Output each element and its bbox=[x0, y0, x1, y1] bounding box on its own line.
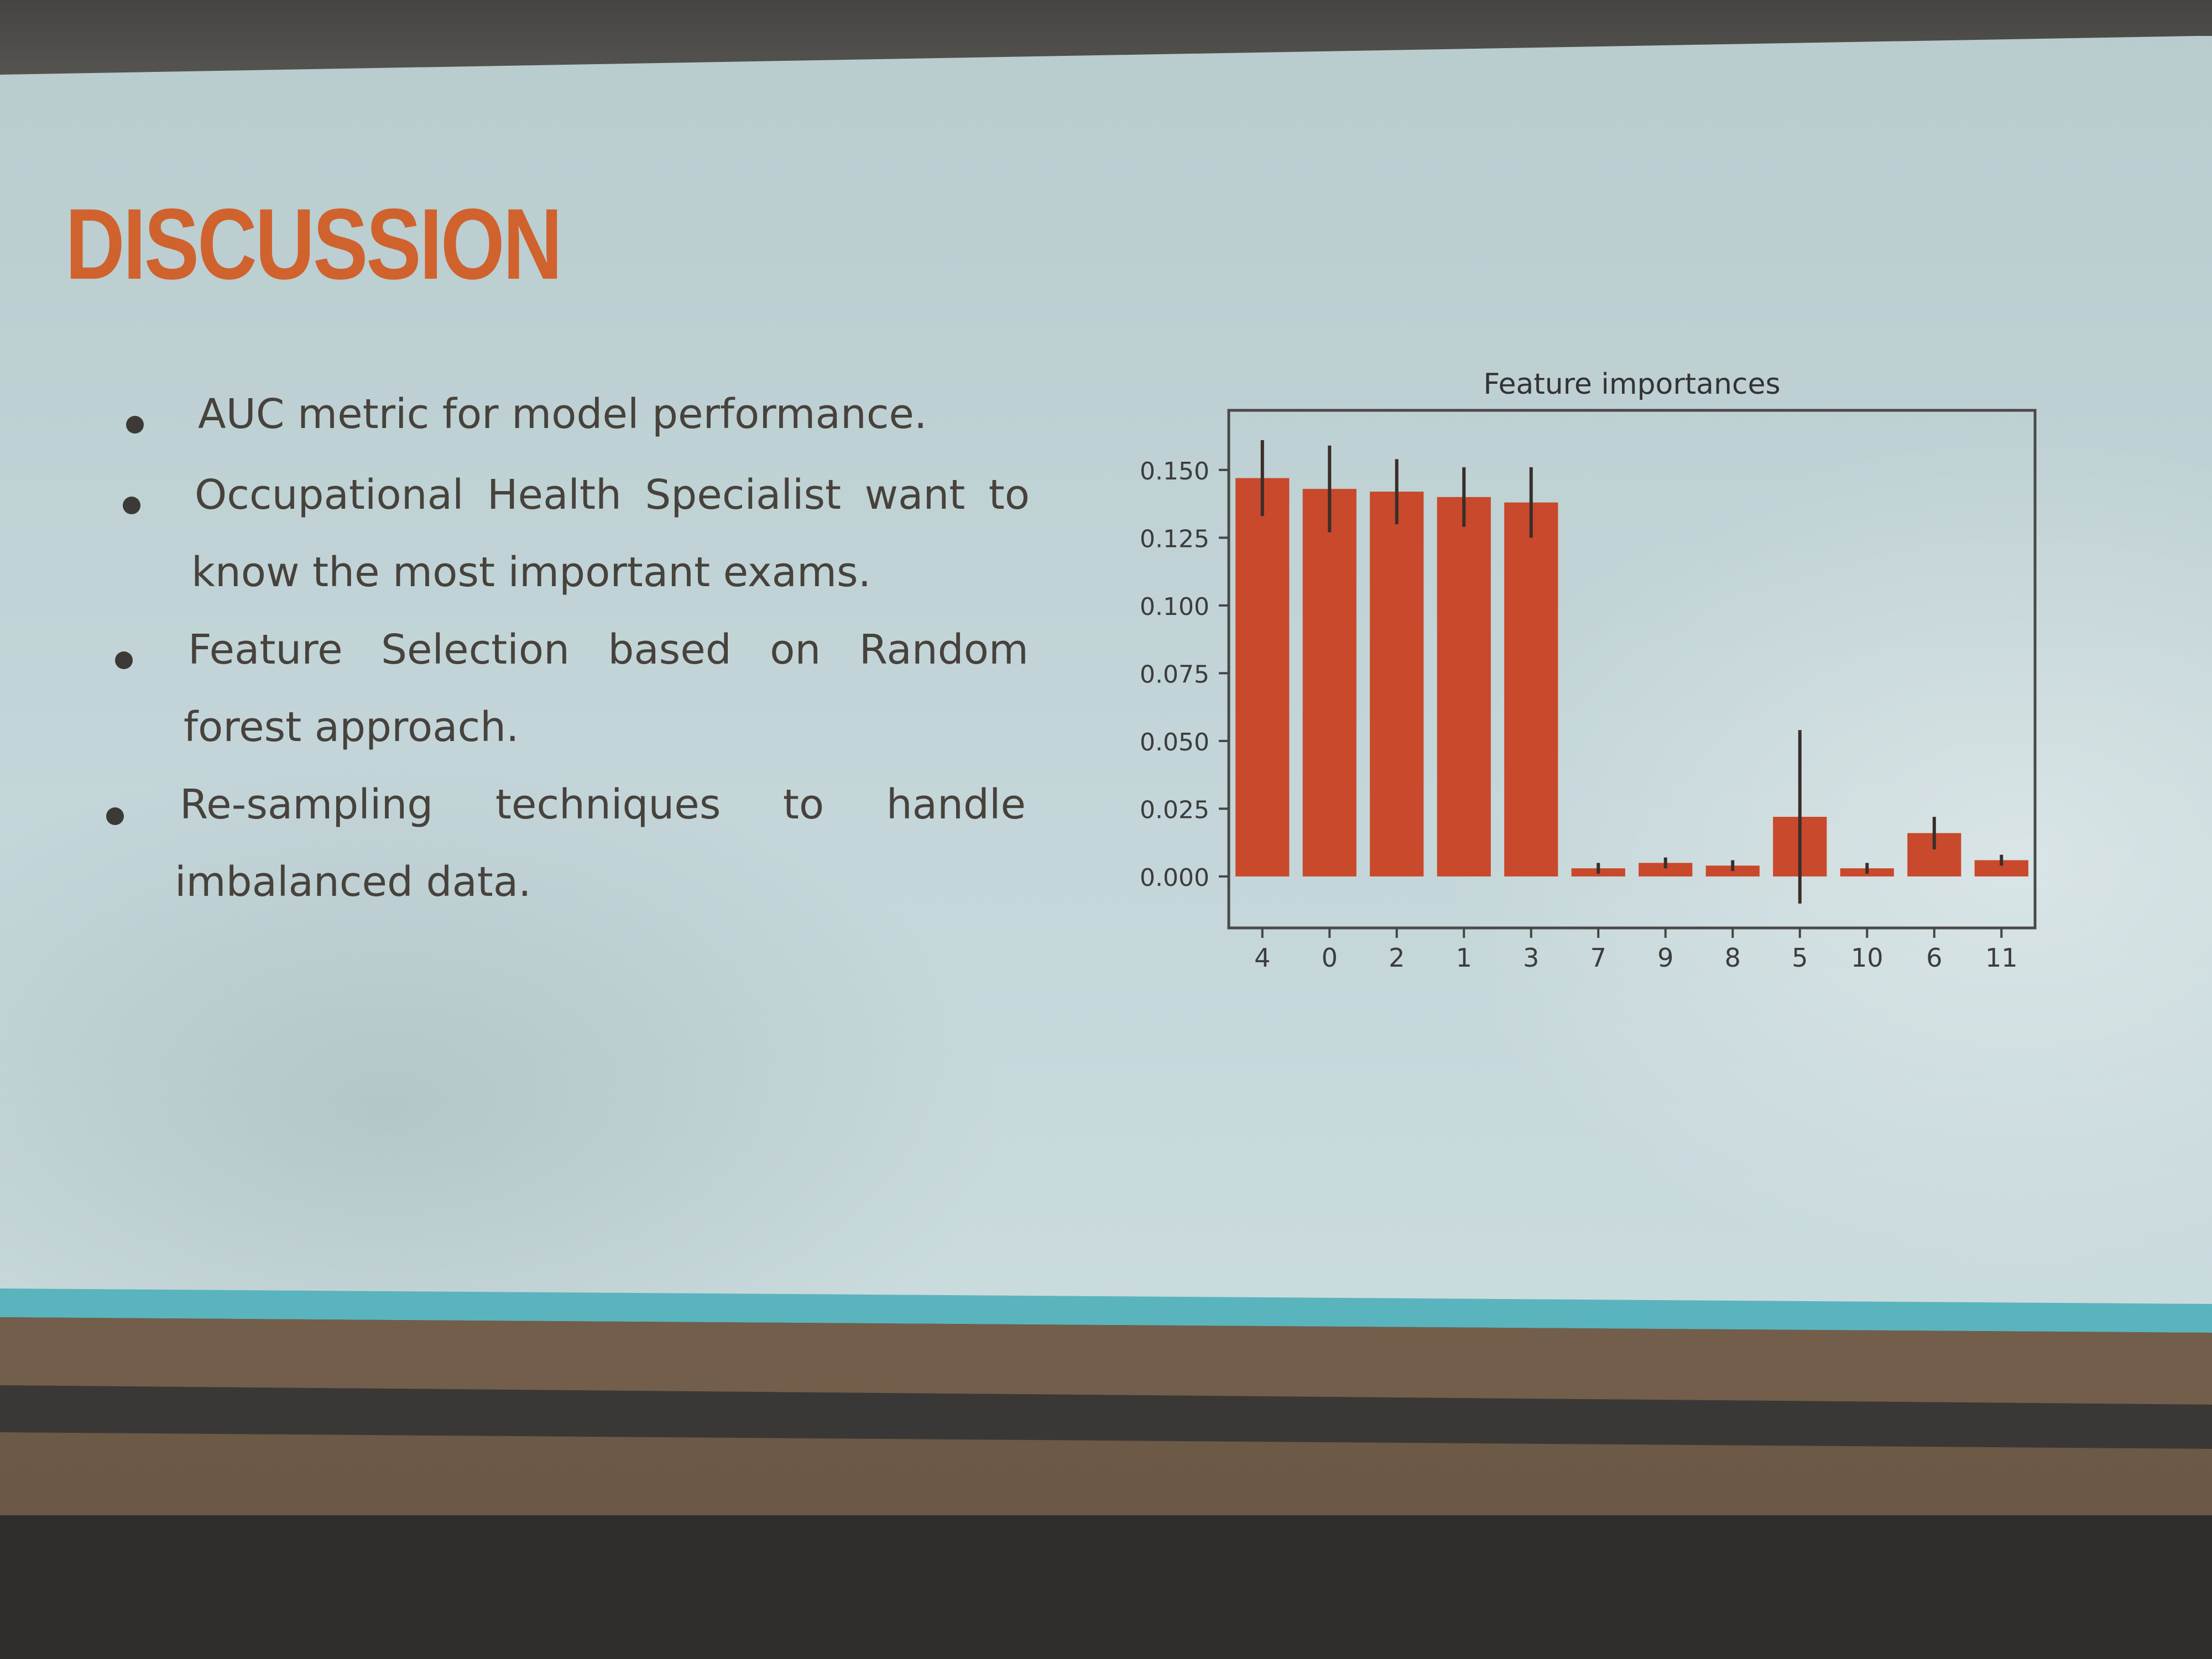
bar-feature-1 bbox=[1437, 497, 1491, 877]
bar-feature-0 bbox=[1302, 489, 1357, 877]
slide-title: DISCUSSION bbox=[65, 187, 562, 300]
bullet-text-line: Re-sampling techniques to handle bbox=[180, 784, 1026, 825]
x-tick-label: 6 bbox=[1926, 943, 1942, 973]
bullet-word: want bbox=[864, 471, 966, 519]
plot-frame bbox=[1227, 409, 2037, 930]
y-tick-label: 0.125 bbox=[1140, 525, 1209, 553]
x-tick-label: 3 bbox=[1523, 943, 1539, 973]
bullet-word: Selection bbox=[380, 626, 570, 674]
x-tick-label: 11 bbox=[1985, 943, 2018, 973]
y-tick-label: 0.075 bbox=[1140, 660, 1209, 688]
bullet-text-line: imbalanced data. bbox=[175, 858, 531, 906]
x-tick-label: 4 bbox=[1254, 943, 1270, 973]
bullet-word: techniques bbox=[495, 781, 721, 828]
bullet-word: to bbox=[988, 471, 1030, 519]
bullet-marker bbox=[123, 497, 140, 514]
bullet-word: Occupational bbox=[195, 471, 464, 519]
bullet-text-line: know the most important exams. bbox=[191, 549, 872, 596]
bullet-word: Random bbox=[859, 626, 1029, 674]
bullet-word: to bbox=[782, 781, 825, 828]
x-tick-label: 10 bbox=[1851, 943, 1884, 973]
y-tick-label: 0.150 bbox=[1140, 457, 1209, 486]
bullet-word: Re-sampling bbox=[180, 781, 434, 828]
bar-feature-2 bbox=[1370, 492, 1424, 877]
bar-feature-4 bbox=[1235, 478, 1290, 877]
bullet-word: Feature bbox=[188, 626, 343, 674]
x-tick-label: 5 bbox=[1792, 943, 1808, 973]
y-tick-label: 0.025 bbox=[1140, 796, 1209, 824]
x-tick-label: 9 bbox=[1657, 943, 1673, 973]
y-tick-label: 0.050 bbox=[1140, 728, 1209, 757]
bullet-word: Health bbox=[487, 471, 622, 519]
bullet-marker bbox=[126, 416, 144, 434]
y-tick-label: 0.100 bbox=[1140, 593, 1209, 621]
y-tick-label: 0.000 bbox=[1140, 864, 1209, 892]
bullet-word: handle bbox=[886, 781, 1026, 828]
bullet-marker bbox=[115, 651, 133, 669]
bullet-text-line: Feature Selection based on Random bbox=[188, 629, 1029, 670]
bullet-text-line: Occupational Health Specialist want to bbox=[195, 474, 1030, 515]
x-tick-label: 8 bbox=[1725, 943, 1741, 973]
x-tick-label: 0 bbox=[1322, 943, 1338, 973]
chart-title: Feature importances bbox=[1483, 368, 1780, 401]
bar-feature-3 bbox=[1504, 502, 1558, 877]
x-tick-label: 1 bbox=[1456, 943, 1472, 973]
bullet-word: Specialist bbox=[645, 471, 842, 519]
x-tick-label: 7 bbox=[1590, 943, 1606, 973]
room-floor bbox=[0, 1515, 2212, 1659]
bullet-text-line: forest approach. bbox=[184, 703, 519, 751]
bullet-word: on bbox=[770, 626, 821, 674]
bullet-text-line: AUC metric for model performance. bbox=[198, 390, 927, 438]
bullet-word: based bbox=[608, 626, 732, 674]
x-tick-label: 2 bbox=[1389, 943, 1405, 973]
bullet-marker bbox=[106, 807, 124, 825]
